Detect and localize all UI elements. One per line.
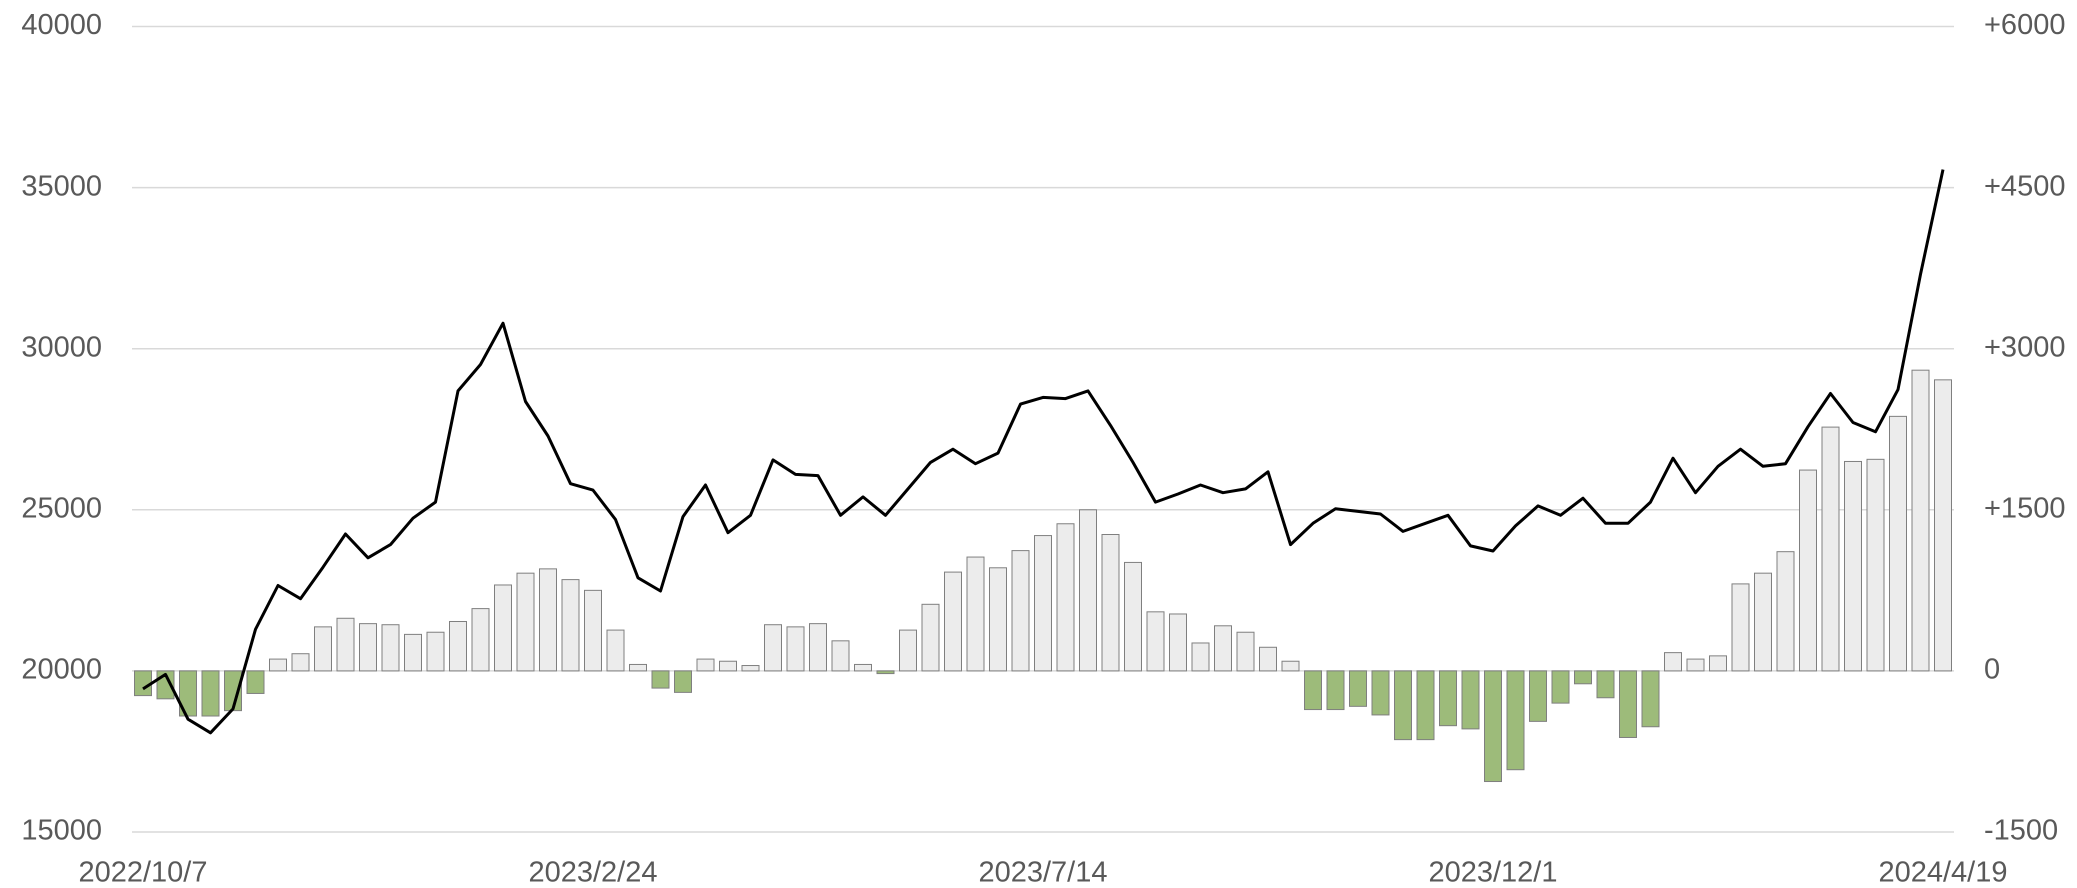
x-tick-label: 2023/2/24 xyxy=(528,857,657,888)
bar xyxy=(1146,611,1165,672)
y-tick-label: 15000 xyxy=(21,815,102,847)
bar xyxy=(1236,631,1255,672)
bar xyxy=(1011,550,1030,672)
x-tick-label: 2022/10/7 xyxy=(78,857,207,888)
bar xyxy=(1821,426,1840,672)
bar xyxy=(1439,670,1457,727)
y2-tick-label: +6000 xyxy=(1984,9,2065,41)
bar xyxy=(561,579,580,672)
bar xyxy=(1349,670,1367,707)
x-tick-label: 2023/7/14 xyxy=(978,857,1107,888)
bar xyxy=(1664,652,1682,672)
bar xyxy=(1416,670,1435,741)
bar xyxy=(899,629,917,672)
bar xyxy=(719,660,737,672)
bar xyxy=(1506,670,1525,771)
bar xyxy=(1844,460,1862,672)
bar xyxy=(1214,625,1232,672)
bar xyxy=(314,626,332,672)
bar xyxy=(1461,670,1480,730)
bar xyxy=(1911,369,1930,672)
y2-tick-label: 0 xyxy=(1984,654,2000,686)
bar xyxy=(134,670,152,697)
bar xyxy=(1484,670,1502,783)
y2-tick-label: +4500 xyxy=(1984,170,2065,202)
bar xyxy=(584,589,602,672)
bar xyxy=(269,658,287,672)
y2-tick-label: -1500 xyxy=(1984,815,2058,847)
bar xyxy=(471,608,490,672)
bar xyxy=(1731,583,1750,672)
y2-tick-label: +3000 xyxy=(1984,331,2065,363)
bar xyxy=(606,629,625,672)
bar xyxy=(1371,670,1390,716)
bar xyxy=(426,631,445,672)
bar xyxy=(831,640,850,672)
bar xyxy=(1709,655,1727,672)
y-tick-label: 20000 xyxy=(21,654,102,686)
y2-tick-label: +1500 xyxy=(1984,492,2065,524)
bar xyxy=(1551,670,1570,704)
bar xyxy=(921,603,940,672)
bar xyxy=(989,567,1007,672)
bar xyxy=(1394,670,1412,741)
y-tick-label: 30000 xyxy=(21,331,102,363)
bar xyxy=(1259,646,1277,672)
x-tick-label: 2024/4/19 xyxy=(1878,857,2007,888)
bar xyxy=(449,620,467,672)
bar xyxy=(1889,415,1907,672)
bar xyxy=(764,624,782,672)
bar xyxy=(291,653,310,672)
bar xyxy=(1101,534,1120,672)
bar xyxy=(651,670,670,689)
bar xyxy=(1124,561,1142,672)
y-tick-label: 35000 xyxy=(21,170,102,202)
bar xyxy=(1034,535,1052,672)
bar xyxy=(1281,660,1300,672)
y-tick-label: 25000 xyxy=(21,492,102,524)
bar xyxy=(1304,670,1322,711)
bar xyxy=(1079,509,1097,672)
bar xyxy=(674,670,692,693)
bar xyxy=(696,658,715,672)
bar xyxy=(359,623,377,672)
bar xyxy=(336,617,355,672)
bar xyxy=(741,665,760,672)
bar xyxy=(1776,551,1795,672)
bar xyxy=(1326,670,1345,711)
bar xyxy=(786,626,805,672)
bar xyxy=(1596,670,1615,699)
bar xyxy=(944,571,962,672)
bar xyxy=(876,670,895,675)
bar xyxy=(1934,379,1952,672)
bar xyxy=(1641,670,1660,728)
bar xyxy=(494,584,512,672)
bar xyxy=(1529,670,1547,722)
x-tick-label: 2023/12/1 xyxy=(1428,857,1557,888)
bar xyxy=(1619,670,1637,738)
bar xyxy=(381,624,400,672)
bar xyxy=(1169,613,1187,672)
bar xyxy=(1056,523,1075,672)
bar xyxy=(516,572,535,672)
bar xyxy=(539,568,557,672)
bar xyxy=(966,556,985,672)
bar xyxy=(1866,458,1885,672)
bar xyxy=(1754,572,1772,672)
bar xyxy=(629,663,647,672)
bar xyxy=(1686,658,1705,672)
line xyxy=(142,169,1945,735)
bar xyxy=(246,670,265,694)
bar xyxy=(809,623,827,672)
bar xyxy=(1574,670,1592,685)
y-tick-label: 40000 xyxy=(21,9,102,41)
bar xyxy=(1191,642,1210,672)
bar xyxy=(201,670,220,717)
bar xyxy=(854,663,872,672)
bar xyxy=(404,633,422,672)
bar xyxy=(1799,469,1817,672)
